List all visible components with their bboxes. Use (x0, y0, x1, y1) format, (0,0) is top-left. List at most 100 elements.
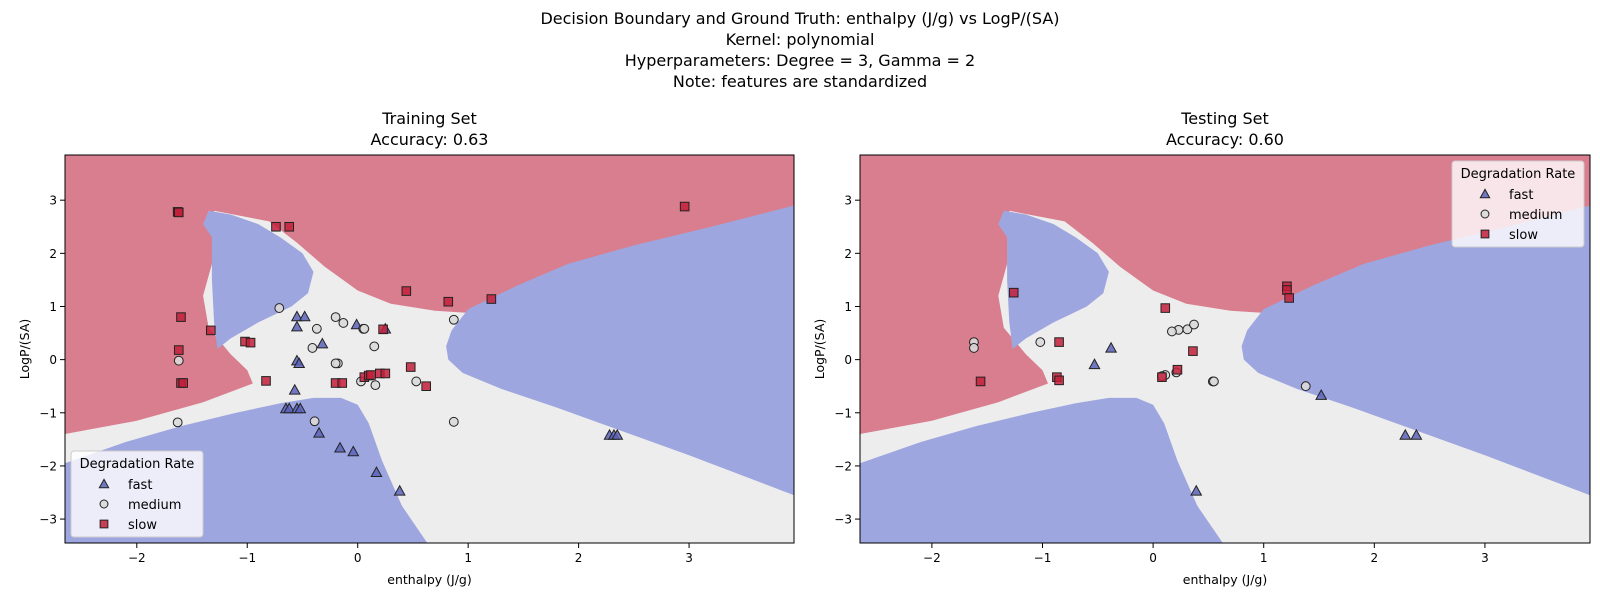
point-medium (411, 376, 422, 387)
point-fast (333, 441, 347, 453)
point-fast (1399, 428, 1412, 440)
region-fast-upper (998, 210, 1109, 349)
x-axis-label: enthalpy (J/g) (387, 572, 471, 587)
legend-marker-medium (1480, 209, 1490, 219)
point-slow (206, 325, 216, 336)
point-medium (1300, 381, 1311, 392)
x-tick-label: −2 (128, 551, 146, 565)
point-fast (312, 426, 326, 438)
data-points (172, 201, 690, 496)
y-axis-label: LogP/(SA) (812, 319, 827, 380)
x-tick-label: 3 (685, 551, 693, 565)
legend-label-medium: medium (1509, 208, 1562, 223)
point-fast (316, 337, 329, 349)
y-tick-label: 0 (844, 353, 852, 367)
legend-label-fast: fast (1509, 188, 1533, 203)
point-medium (1209, 376, 1219, 387)
y-tick-label: 0 (49, 353, 57, 367)
point-medium (172, 417, 183, 428)
x-tick-label: −1 (1034, 551, 1052, 565)
y-tick-label: −3 (39, 513, 57, 527)
legend-label-slow: slow (128, 518, 157, 533)
point-fast (298, 310, 311, 322)
point-slow (1008, 287, 1019, 298)
point-medium (1189, 319, 1199, 330)
point-slow (261, 376, 271, 386)
point-medium (330, 312, 341, 323)
point-fast (611, 428, 624, 440)
point-slow (380, 368, 391, 379)
region-fast-right (1241, 205, 1590, 496)
point-fast (288, 383, 301, 395)
legend-title: Degradation Rate (1461, 167, 1576, 182)
figure-title-line-3: Hyperparameters: Degree = 3, Gamma = 2 (624, 51, 976, 70)
y-axis-label: LogP/(SA) (17, 319, 32, 380)
point-medium (311, 323, 322, 334)
point-fast (283, 402, 296, 414)
legend-label-medium: medium (128, 498, 181, 513)
point-slow (1282, 285, 1292, 295)
point-slow (378, 324, 388, 335)
point-slow (173, 345, 184, 355)
point-medium (1167, 326, 1177, 337)
point-slow (173, 207, 184, 218)
x-tick-label: 3 (1481, 551, 1489, 565)
region-fast-right (446, 205, 794, 496)
point-slow (421, 381, 431, 392)
point-slow (443, 296, 454, 307)
legend-marker-medium (99, 499, 109, 509)
y-tick-label: 2 (844, 247, 852, 261)
x-tick-label: −1 (238, 551, 256, 565)
point-medium (307, 343, 318, 353)
testing-panel: −2 −1 0 1 2 3 −3 −2 −1 0 1 2 3 Testing Set Accuracy: 0… (812, 109, 1591, 587)
region-slow (860, 155, 1590, 434)
point-medium (330, 358, 341, 369)
point-slow (1284, 293, 1294, 303)
point-slow (176, 312, 186, 322)
panel-title: Testing Set (1180, 109, 1269, 128)
legend-marker-fast (98, 478, 110, 489)
point-medium (338, 318, 349, 328)
point-slow (271, 221, 281, 232)
region-slow (65, 155, 794, 434)
point-slow (1157, 372, 1167, 382)
point-slow (284, 221, 295, 232)
legend-title: Degradation Rate (80, 457, 195, 472)
y-tick-label: −1 (39, 406, 57, 420)
point-fast (1315, 389, 1328, 400)
x-tick-label: 1 (1260, 551, 1268, 565)
point-fast (1105, 341, 1118, 353)
point-slow (178, 378, 188, 388)
legend-label-fast: fast (128, 478, 152, 493)
legend-marker-slow (1480, 229, 1490, 239)
y-tick-label: −2 (834, 459, 852, 473)
point-fast (1088, 358, 1101, 370)
point-medium (969, 343, 979, 353)
x-tick-label: 1 (464, 551, 472, 565)
point-fast (370, 466, 383, 477)
figure-title-line-4: Note: features are standardized (672, 72, 928, 91)
point-fast (294, 402, 307, 414)
point-slow (405, 362, 416, 372)
figure-title: Decision Boundary and Ground Truth: enth… (0, 8, 1600, 92)
x-tick-label: 0 (354, 551, 362, 565)
point-medium (369, 341, 380, 352)
panel-title: Training Set (381, 109, 477, 128)
point-slow (1160, 303, 1171, 313)
y-tick-label: 2 (49, 247, 57, 261)
plot-frame (859, 154, 1591, 544)
y-tick-label: 3 (844, 194, 852, 208)
point-fast (293, 357, 306, 369)
point-slow (975, 376, 986, 387)
y-tick-label: 1 (844, 300, 852, 314)
panel-accuracy: Accuracy: 0.60 (1166, 130, 1284, 149)
point-fast (1410, 428, 1423, 440)
point-medium (173, 355, 184, 366)
point-fast (290, 320, 304, 332)
point-medium (274, 303, 285, 313)
point-slow (401, 286, 412, 296)
point-slow (1188, 346, 1198, 356)
y-tick-label: 1 (49, 300, 57, 314)
legend-marker-slow (99, 519, 109, 529)
legend-box (1451, 160, 1585, 248)
